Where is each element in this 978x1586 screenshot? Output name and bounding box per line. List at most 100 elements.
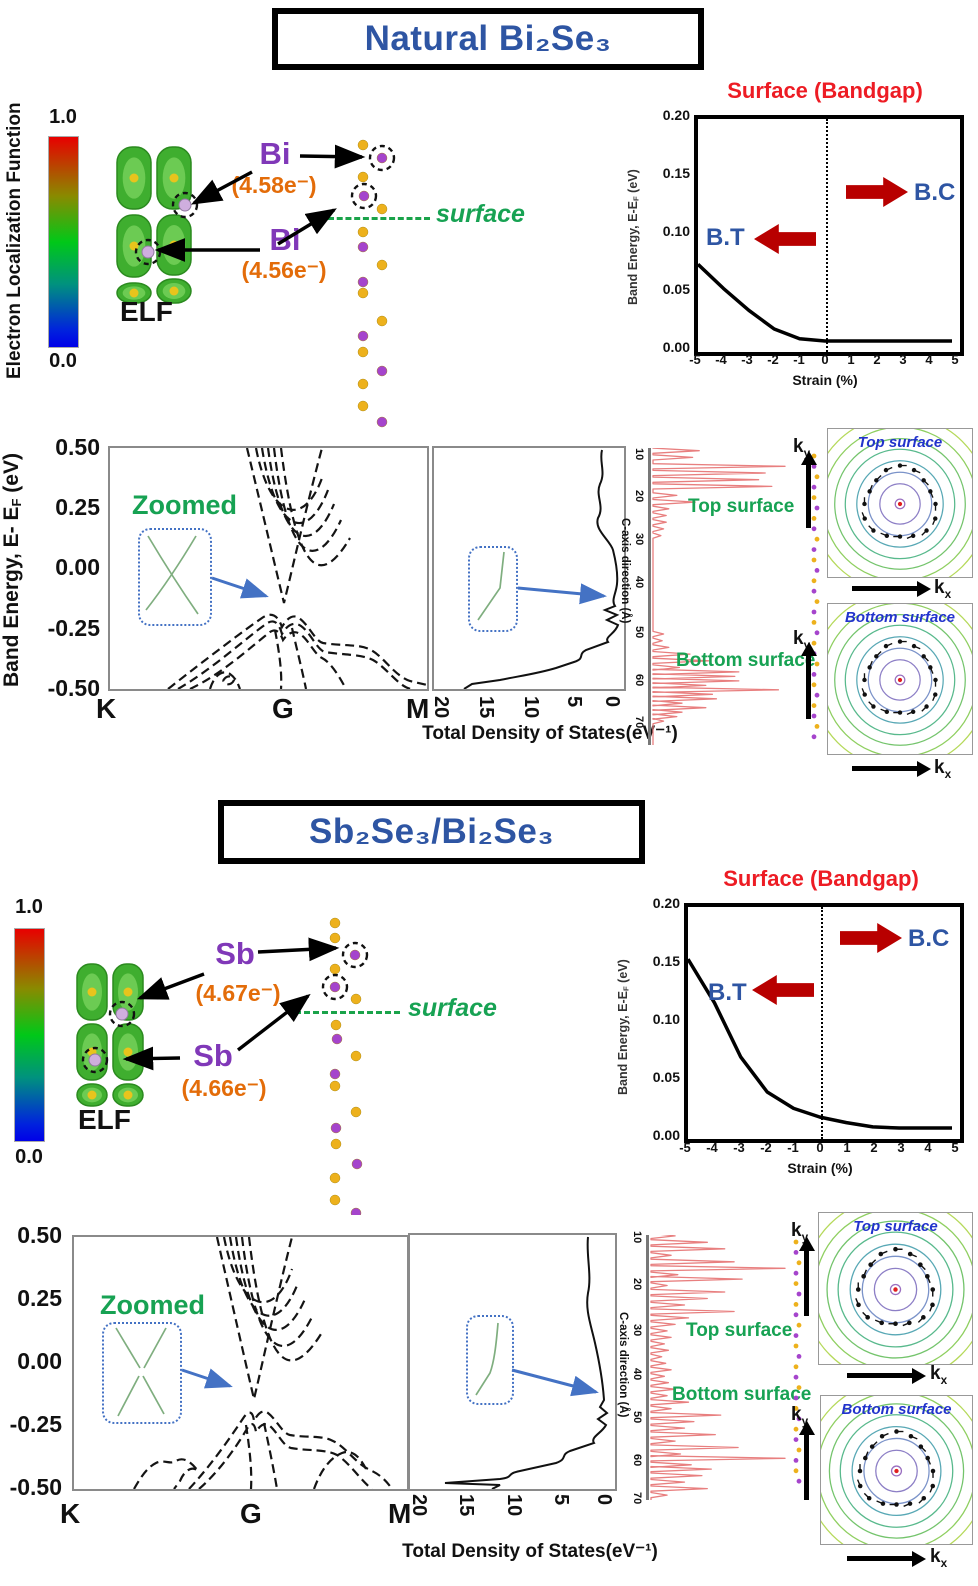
surface-label: surface bbox=[436, 200, 525, 228]
strain-bandgap-curve bbox=[688, 958, 952, 1130]
dos-xtick: 0 bbox=[601, 696, 623, 708]
colorbar-min-label: 0.0 bbox=[15, 1146, 43, 1168]
strain-plot-frame: B.T B.C bbox=[694, 115, 964, 356]
caxis-tick: 20 bbox=[631, 1278, 643, 1291]
fermi-bottom-title: Bottom surface bbox=[844, 609, 956, 626]
panel-title-hetero: Sb₂Se₃/Bi₂Se₃ bbox=[218, 800, 645, 864]
caxis-ylabel: C-axis direction (Å) bbox=[619, 518, 631, 624]
caxis-tick: 60 bbox=[633, 674, 645, 687]
strain-xtick: 5 bbox=[951, 352, 959, 367]
caxis-tick: 20 bbox=[633, 490, 645, 503]
surface-dashed-line bbox=[328, 217, 430, 220]
caxis-tick: 60 bbox=[631, 1454, 643, 1467]
band-ytick: 0.50 bbox=[55, 434, 100, 460]
fermi-surface-bottom-box: Bottom surface bbox=[820, 1395, 973, 1545]
atom2-symbol-label: Bi bbox=[269, 222, 301, 257]
strain-xlabel: Strain (%) bbox=[792, 372, 858, 388]
dos-xtick: 15 bbox=[455, 1494, 477, 1517]
strain-xtick: -5 bbox=[689, 352, 701, 367]
caxis-tick: 50 bbox=[631, 1411, 643, 1424]
strain-xtick: -3 bbox=[741, 352, 753, 367]
dirac-cone-zoom bbox=[115, 1327, 167, 1417]
strain-ytick: 0.15 bbox=[662, 165, 690, 181]
strain-xtick: 1 bbox=[847, 352, 855, 367]
kx-axis-arrow bbox=[847, 1367, 926, 1384]
strain-ytick: 0.15 bbox=[652, 953, 680, 969]
dos-xtick: 5 bbox=[550, 1494, 572, 1506]
caxis-tick: 30 bbox=[631, 1324, 643, 1337]
strain-plot-title: Surface (Bandgap) bbox=[727, 78, 923, 103]
band-structure-curves bbox=[133, 1237, 393, 1489]
fermi-surface-bottom-box: Bottom surface bbox=[827, 603, 973, 755]
caxis-axis-line bbox=[646, 1235, 649, 1500]
elf-label: ELF bbox=[120, 296, 173, 327]
colorbar-max-label: 1.0 bbox=[15, 896, 43, 918]
atom2-charge-label: (4.66e⁻) bbox=[181, 1075, 267, 1101]
ky-axis-arrow bbox=[798, 1237, 815, 1316]
strain-xtick: -1 bbox=[787, 1140, 799, 1155]
surface-dashed-line bbox=[295, 1011, 400, 1014]
band-ylabel: Band Energy, E- EF (eV) bbox=[0, 453, 25, 687]
strain-bandgap-curve bbox=[698, 263, 952, 343]
dirac-zoom-inset bbox=[102, 1322, 182, 1424]
band-ytick: 0.25 bbox=[17, 1285, 62, 1311]
strain-xtick: 3 bbox=[897, 1140, 905, 1155]
fermi-top-title: Top surface bbox=[853, 1218, 938, 1235]
band-ytick: -0.50 bbox=[47, 675, 100, 701]
kpoint-M: M bbox=[388, 1498, 412, 1529]
kx-axis-label: kx bbox=[934, 577, 952, 601]
strain-ytick: 0.20 bbox=[652, 895, 680, 911]
fermi-surface-top-box: Top surface bbox=[818, 1212, 973, 1365]
elf-label: ELF bbox=[78, 1104, 131, 1135]
dirac-zoom-inset bbox=[138, 528, 212, 626]
strain-xtick: -3 bbox=[733, 1140, 745, 1155]
strain-ytick: 0.20 bbox=[662, 107, 690, 123]
panel-title-hetero-text: Sb₂Se₃/Bi₂Se₃ bbox=[308, 812, 555, 851]
dos-xtick: 20 bbox=[408, 1494, 430, 1517]
strain-xtick: 1 bbox=[843, 1140, 851, 1155]
elf-isosurface-image bbox=[116, 146, 199, 304]
band-ytick: -0.50 bbox=[9, 1474, 62, 1500]
strain-xtick: -5 bbox=[679, 1140, 691, 1155]
atomic-chain bbox=[350, 139, 396, 428]
dos-zoom-inset bbox=[468, 546, 518, 632]
atom2-symbol-label: Sb bbox=[193, 1038, 233, 1073]
panel-title-natural-text: Natural Bi₂Se₃ bbox=[364, 19, 612, 58]
kx-axis-label: kx bbox=[934, 757, 952, 781]
kx-axis-arrow bbox=[847, 1550, 926, 1567]
dos-xtick: 10 bbox=[520, 696, 542, 719]
strain-xtick: -2 bbox=[767, 352, 779, 367]
dirac-cone-zoom bbox=[145, 535, 199, 615]
surface-label: surface bbox=[408, 994, 497, 1022]
atom1-charge-label: (4.58e⁻) bbox=[231, 172, 317, 198]
elf-colorbar bbox=[48, 136, 79, 348]
zoomed-label: Zoomed bbox=[132, 490, 237, 520]
dos-xtick: 5 bbox=[563, 696, 585, 708]
band-plot-frame bbox=[72, 1235, 409, 1491]
kpoint-M: M bbox=[406, 693, 430, 724]
ky-axis-arrow bbox=[800, 642, 817, 719]
strain-xtick: 5 bbox=[951, 1140, 959, 1155]
strain-ytick: 0.05 bbox=[662, 281, 690, 297]
caxis-top-surface-label: Top surface bbox=[688, 496, 795, 517]
caxis-tick: 70 bbox=[633, 716, 645, 729]
strain-ytick: 0.05 bbox=[652, 1069, 680, 1085]
caxis-tick: 10 bbox=[631, 1231, 643, 1244]
strain-ytick: 0.10 bbox=[662, 223, 690, 239]
bc-label: B.C bbox=[914, 179, 956, 206]
band-ytick: 0.00 bbox=[17, 1348, 62, 1374]
elf-colorbar-axis-label: Electron Localization Function bbox=[4, 102, 25, 379]
strain-xlabel: Strain (%) bbox=[787, 1160, 853, 1176]
fermi-surface-top-box: Top surface bbox=[827, 428, 973, 578]
atom1-charge-label: (4.67e⁻) bbox=[195, 980, 281, 1006]
strain-ytick: 0.10 bbox=[652, 1011, 680, 1027]
fermi-top-title: Top surface bbox=[857, 434, 943, 451]
dos-curve bbox=[463, 449, 620, 689]
elf-isosurface-image bbox=[76, 963, 144, 1107]
zero-strain-line bbox=[826, 119, 828, 352]
ky-axis-arrow bbox=[798, 1421, 815, 1500]
caxis-tick: 50 bbox=[633, 626, 645, 639]
bt-label: B.T bbox=[706, 224, 745, 251]
kpoint-G: G bbox=[240, 1498, 262, 1529]
